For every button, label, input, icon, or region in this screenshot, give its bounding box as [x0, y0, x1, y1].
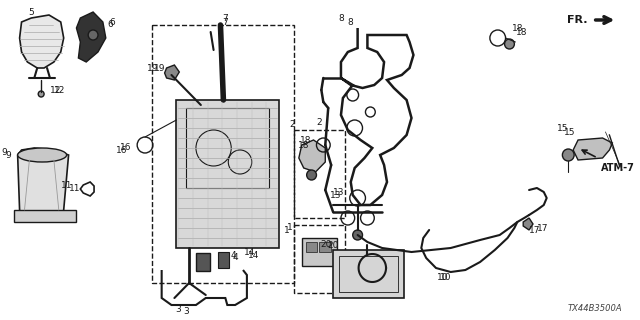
Text: 6: 6: [109, 18, 115, 27]
Text: 9: 9: [1, 148, 7, 156]
Bar: [319, 242, 331, 252]
Text: 17: 17: [537, 223, 548, 233]
Bar: [13, 210, 76, 222]
Bar: [333, 250, 404, 298]
Text: 7: 7: [223, 18, 228, 27]
Text: 8: 8: [338, 13, 344, 22]
Text: 15: 15: [563, 127, 575, 137]
Text: 19: 19: [154, 63, 166, 73]
Text: 18: 18: [511, 23, 523, 33]
Text: 1: 1: [287, 222, 293, 231]
Bar: [152, 25, 294, 283]
Text: 11: 11: [61, 180, 72, 189]
Ellipse shape: [18, 148, 67, 162]
Polygon shape: [76, 12, 106, 62]
Text: 11: 11: [68, 183, 80, 193]
Circle shape: [38, 91, 44, 97]
Text: 1: 1: [284, 226, 290, 235]
Text: 10: 10: [437, 274, 449, 283]
Polygon shape: [18, 148, 68, 218]
Text: ATM-7: ATM-7: [600, 163, 634, 173]
Bar: [218, 252, 229, 268]
Text: 14: 14: [248, 251, 259, 260]
Text: 16: 16: [120, 142, 131, 151]
Text: 6: 6: [108, 20, 113, 28]
Circle shape: [504, 39, 515, 49]
Circle shape: [307, 170, 316, 180]
Polygon shape: [523, 218, 533, 230]
Text: 19: 19: [147, 63, 159, 73]
Text: 18: 18: [298, 140, 310, 149]
Text: 16: 16: [116, 146, 127, 155]
Bar: [294, 130, 345, 218]
Bar: [294, 225, 345, 293]
Bar: [196, 253, 210, 271]
Text: 2: 2: [289, 119, 295, 129]
Text: 9: 9: [5, 150, 11, 159]
Bar: [177, 100, 279, 248]
Text: 2: 2: [317, 117, 322, 126]
Bar: [186, 108, 269, 188]
Text: 5: 5: [28, 7, 34, 17]
Circle shape: [88, 30, 98, 40]
Bar: [302, 238, 337, 266]
Text: 18: 18: [516, 28, 528, 36]
Polygon shape: [164, 65, 179, 80]
Text: 7: 7: [223, 13, 228, 22]
Polygon shape: [573, 138, 612, 160]
Text: 10: 10: [440, 274, 452, 283]
Text: 13: 13: [333, 188, 345, 196]
Polygon shape: [20, 15, 64, 68]
Text: FR.: FR.: [567, 15, 588, 25]
Text: 8: 8: [348, 18, 353, 27]
Bar: [306, 242, 317, 252]
Text: 20: 20: [321, 239, 332, 249]
Text: 3: 3: [175, 306, 181, 315]
Text: 20: 20: [328, 241, 339, 250]
Text: 4: 4: [232, 253, 238, 262]
Text: 18: 18: [300, 135, 312, 145]
Polygon shape: [299, 140, 325, 172]
Text: 15: 15: [557, 124, 568, 132]
Text: 14: 14: [244, 247, 255, 257]
Circle shape: [563, 149, 574, 161]
Bar: [339, 256, 398, 292]
Text: 3: 3: [183, 308, 189, 316]
Text: 12: 12: [50, 85, 61, 94]
Text: 17: 17: [529, 226, 541, 235]
Circle shape: [353, 230, 362, 240]
Text: 13: 13: [330, 190, 342, 199]
Text: 4: 4: [230, 251, 236, 260]
Text: TX44B3500A: TX44B3500A: [568, 304, 622, 313]
Text: 12: 12: [54, 85, 65, 94]
